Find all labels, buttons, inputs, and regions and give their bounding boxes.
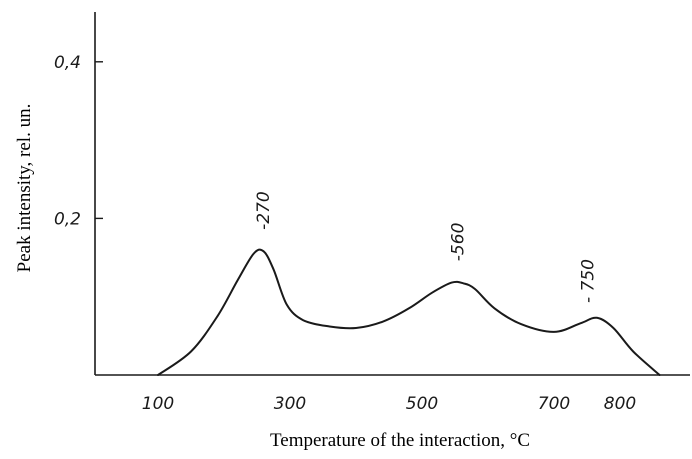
x-tick-label: 700 [538,394,570,414]
series-layer [157,248,661,376]
x-tick-label: 800 [604,394,636,414]
y-ticks: 0,2 0,4 [54,53,103,229]
x-tick-label: 500 [406,394,438,414]
axes [94,12,690,376]
x-axis-title: Temperature of the interaction, °C [270,430,530,451]
series-line [157,248,661,376]
y-axis-title: Peak intensity, rel. un. [14,104,35,273]
y-tick-label: 0,2 [54,209,81,229]
peak-annotation: -270 [254,191,274,230]
peak-annotation: -560 [449,223,469,262]
annotations-layer: -270 -560 - 750 [254,191,599,303]
x-ticks: 100 300 500 700 800 [142,394,636,414]
x-tick-label: 100 [142,394,174,414]
y-tick-label: 0,4 [54,53,81,73]
x-tick-label: 300 [274,394,306,414]
peak-annotation: - 750 [579,259,599,303]
